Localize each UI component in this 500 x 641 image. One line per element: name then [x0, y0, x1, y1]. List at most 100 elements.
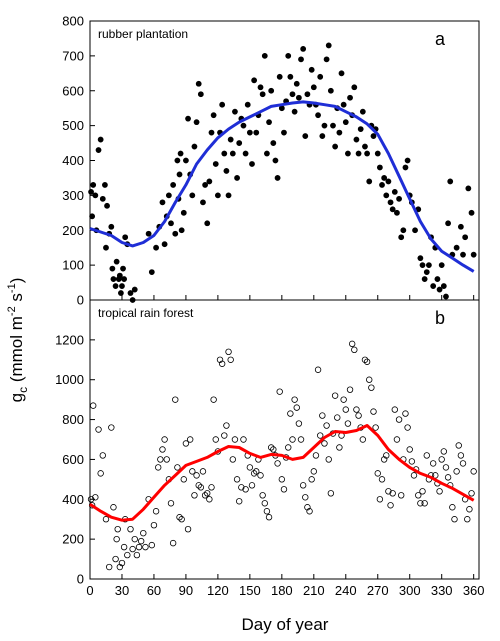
- data-point: [246, 129, 253, 136]
- data-point: [172, 230, 179, 237]
- data-point: [104, 202, 110, 209]
- y-axis-title: gc (mmol m-2 s-1): [6, 278, 30, 403]
- data-point: [270, 446, 277, 453]
- y-title-units-2: s: [7, 293, 26, 306]
- data-point: [238, 484, 245, 491]
- data-point: [206, 496, 213, 503]
- data-point: [353, 136, 360, 143]
- data-point: [374, 470, 381, 477]
- data-point: [102, 182, 108, 188]
- data-point: [308, 476, 315, 483]
- data-point: [379, 182, 385, 188]
- data-point: [259, 91, 266, 98]
- data-point: [376, 164, 383, 171]
- x-tick-label: 120: [207, 583, 229, 598]
- data-point: [419, 262, 426, 269]
- data-point: [221, 432, 228, 439]
- x-tick-label: 360: [463, 583, 485, 598]
- data-point: [177, 150, 184, 157]
- y-tick-label: 200: [62, 532, 84, 547]
- data-point: [351, 84, 358, 91]
- data-point: [291, 108, 298, 115]
- data-point: [97, 470, 104, 477]
- data-point: [302, 494, 309, 501]
- data-point: [233, 476, 241, 483]
- data-point: [387, 199, 394, 206]
- data-point: [108, 424, 115, 431]
- data-point: [99, 452, 106, 459]
- data-point: [186, 436, 194, 443]
- data-point: [355, 150, 362, 157]
- x-tick-label: 90: [179, 583, 193, 598]
- x-tick-label: 300: [399, 583, 421, 598]
- data-point: [225, 192, 232, 199]
- data-point: [95, 147, 102, 153]
- x-tick-label: 270: [367, 583, 389, 598]
- data-point: [229, 456, 237, 463]
- data-point: [102, 516, 110, 523]
- data-point: [387, 502, 394, 509]
- data-point: [447, 178, 454, 185]
- data-point: [114, 525, 121, 533]
- data-point: [451, 516, 458, 523]
- data-point: [319, 412, 326, 419]
- data-point: [232, 108, 238, 115]
- data-point: [317, 432, 324, 439]
- data-point: [459, 460, 467, 467]
- data-point: [327, 87, 334, 94]
- data-point: [133, 551, 141, 559]
- data-point: [368, 384, 375, 391]
- data-point: [391, 406, 399, 413]
- panel-a: 0 100 200 300 400 500 600 700 800 rubber plantati…: [62, 14, 480, 308]
- data-point: [109, 265, 116, 272]
- data-point: [462, 234, 469, 241]
- data-point: [250, 470, 258, 477]
- y-tick-label: 800: [62, 412, 84, 427]
- data-point: [248, 482, 256, 489]
- data-point: [257, 84, 264, 91]
- data-point: [99, 195, 106, 202]
- data-point: [468, 209, 475, 216]
- data-point: [455, 442, 462, 449]
- data-point: [206, 178, 213, 185]
- data-point: [259, 492, 266, 499]
- data-point: [323, 56, 330, 63]
- x-tick-label: 0: [86, 583, 93, 598]
- data-point: [89, 402, 97, 409]
- data-point: [95, 426, 102, 433]
- data-point: [338, 70, 345, 77]
- data-point: [312, 452, 320, 459]
- data-point: [278, 476, 286, 483]
- data-point: [214, 192, 221, 199]
- y-tick-label: 0: [77, 293, 84, 308]
- data-point: [300, 46, 307, 52]
- data-point: [331, 392, 339, 399]
- data-point: [325, 456, 332, 463]
- data-point: [119, 283, 125, 289]
- data-point: [193, 472, 200, 479]
- data-point: [442, 464, 450, 471]
- data-point: [440, 283, 447, 289]
- data-point: [417, 255, 424, 262]
- data-point: [466, 506, 473, 513]
- data-point: [129, 545, 136, 553]
- data-point: [453, 468, 460, 475]
- data-point: [366, 178, 373, 185]
- data-point: [257, 472, 264, 479]
- data-point: [330, 122, 336, 129]
- data-point: [453, 244, 460, 251]
- data-point: [116, 563, 124, 571]
- panel-letter: b: [435, 308, 445, 328]
- data-point: [470, 468, 477, 475]
- data-point: [370, 408, 377, 415]
- data-point: [306, 508, 313, 515]
- data-point: [304, 91, 311, 98]
- y-tick-label: 0: [77, 572, 84, 587]
- data-point: [145, 230, 152, 237]
- data-point: [90, 182, 97, 188]
- data-point: [408, 458, 416, 465]
- data-point: [165, 192, 172, 199]
- data-point: [385, 488, 392, 495]
- x-axis-title: Day of year: [242, 615, 329, 634]
